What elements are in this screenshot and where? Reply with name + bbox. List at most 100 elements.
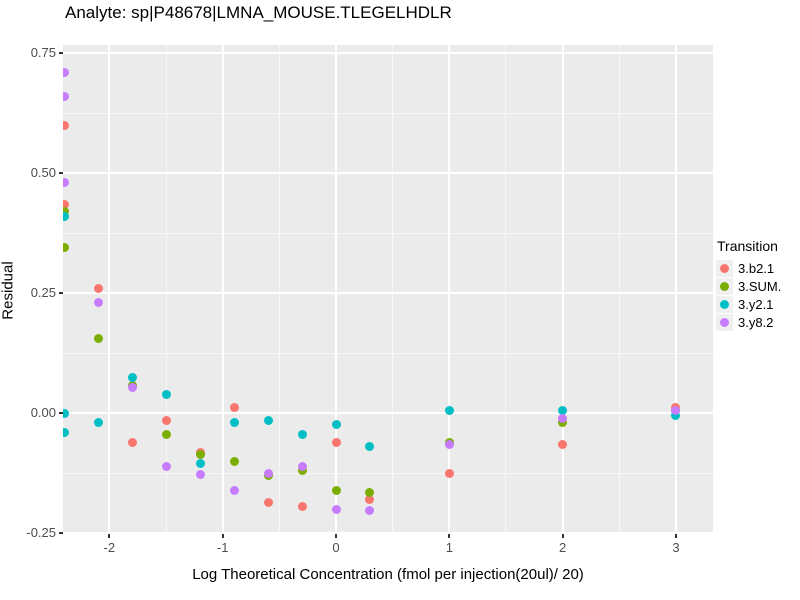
- data-point: [671, 406, 681, 416]
- x-tick-label: 1: [445, 540, 453, 555]
- data-point: [558, 418, 568, 428]
- data-point: [93, 298, 103, 308]
- data-point: [229, 403, 239, 413]
- gridline-minor-v: [618, 45, 620, 534]
- data-point: [63, 68, 69, 78]
- legend-key: [716, 296, 733, 313]
- data-point: [161, 461, 171, 471]
- x-tick-label: -2: [103, 540, 116, 555]
- gridline-major-h: [63, 172, 713, 175]
- data-point: [671, 411, 681, 421]
- data-point: [263, 416, 273, 426]
- data-point: [297, 461, 307, 471]
- gridline-major-v: [448, 45, 451, 534]
- y-tick-label: 0.50: [30, 165, 56, 181]
- data-point: [365, 495, 375, 505]
- data-point: [263, 468, 273, 478]
- y-tick-label: 0.25: [30, 285, 56, 301]
- y-axis-tick: [59, 532, 63, 535]
- y-tick-label: -0.25: [26, 525, 56, 541]
- data-point: [365, 442, 375, 452]
- y-axis-tick: [59, 52, 63, 55]
- x-axis-tick: [448, 534, 451, 538]
- data-point: [63, 212, 69, 222]
- data-point: [444, 468, 454, 478]
- data-point: [195, 449, 205, 459]
- x-tick-label: -1: [216, 540, 229, 555]
- x-axis-tick: [221, 534, 224, 538]
- data-point: [63, 428, 69, 438]
- x-axis-title: Log Theoretical Concentration (fmol per …: [192, 566, 584, 583]
- data-point: [558, 440, 568, 450]
- y-tick-label: 0.00: [30, 405, 56, 421]
- gridline-minor-v: [165, 45, 167, 534]
- gridline-minor-v: [278, 45, 280, 534]
- legend-items: 3.b2.1 3.SUM. 3.y2.1 3.y8.2: [716, 260, 800, 331]
- data-point: [63, 207, 69, 217]
- legend-key-dot: [720, 300, 729, 309]
- data-point: [444, 406, 454, 416]
- data-point: [161, 389, 171, 399]
- x-tick-label: 2: [559, 540, 567, 555]
- legend-key-dot: [720, 264, 729, 273]
- data-point: [127, 372, 137, 382]
- data-point: [229, 418, 239, 428]
- data-point: [444, 440, 454, 450]
- x-tick-label: 3: [672, 540, 680, 555]
- data-point: [127, 383, 137, 393]
- legend-key: [716, 278, 733, 295]
- data-point: [63, 243, 69, 253]
- x-axis-tick: [108, 534, 111, 538]
- legend-key: [716, 314, 733, 331]
- y-tick-label: 0.75: [30, 45, 56, 61]
- data-point: [63, 178, 69, 188]
- data-point: [93, 418, 103, 428]
- gridline-minor-v: [392, 45, 394, 534]
- data-point: [63, 408, 69, 418]
- legend-item: 3.y2.1: [716, 296, 800, 313]
- data-point: [63, 200, 69, 210]
- legend-item-label: 3.SUM.: [738, 279, 782, 294]
- data-point: [331, 504, 341, 514]
- data-point: [195, 470, 205, 480]
- data-point: [331, 485, 341, 495]
- legend-item-label: 3.y2.1: [738, 297, 774, 312]
- legend-item: 3.b2.1: [716, 260, 800, 277]
- gridline-minor-h: [63, 112, 713, 114]
- plot-panel: [63, 45, 713, 534]
- data-point: [331, 437, 341, 447]
- legend: Transition 3.b2.1 3.SUM. 3.y2.1 3.y8.2: [716, 238, 800, 332]
- data-point: [161, 430, 171, 440]
- y-axis-tick: [59, 172, 63, 175]
- data-point: [93, 284, 103, 294]
- legend-key-dot: [720, 318, 729, 327]
- x-tick-label: 0: [332, 540, 340, 555]
- legend-key-dot: [720, 282, 729, 291]
- data-point: [365, 488, 375, 498]
- gridline-major-v: [221, 45, 224, 534]
- gridline-minor-h: [63, 232, 713, 234]
- x-axis-tick: [674, 534, 677, 538]
- data-point: [63, 120, 69, 130]
- data-point: [297, 502, 307, 512]
- y-axis-tick: [59, 292, 63, 295]
- data-point: [63, 92, 69, 102]
- data-point: [558, 413, 568, 423]
- gridline-major-h: [63, 292, 713, 295]
- data-point: [263, 497, 273, 507]
- data-point: [558, 406, 568, 416]
- gridline-major-v: [674, 45, 677, 534]
- data-point: [93, 334, 103, 344]
- gridline-minor-h: [63, 472, 713, 474]
- legend-key: [716, 260, 733, 277]
- data-point: [365, 505, 375, 515]
- gridline-major-h: [63, 52, 713, 55]
- legend-item-label: 3.y8.2: [738, 315, 774, 330]
- data-point: [297, 430, 307, 440]
- legend-item: 3.SUM.: [716, 278, 800, 295]
- legend-title: Transition: [717, 238, 778, 254]
- data-point: [127, 437, 137, 447]
- y-axis-title: Residual: [0, 261, 17, 320]
- legend-item-label: 3.b2.1: [738, 261, 775, 276]
- y-axis-tick: [59, 412, 63, 415]
